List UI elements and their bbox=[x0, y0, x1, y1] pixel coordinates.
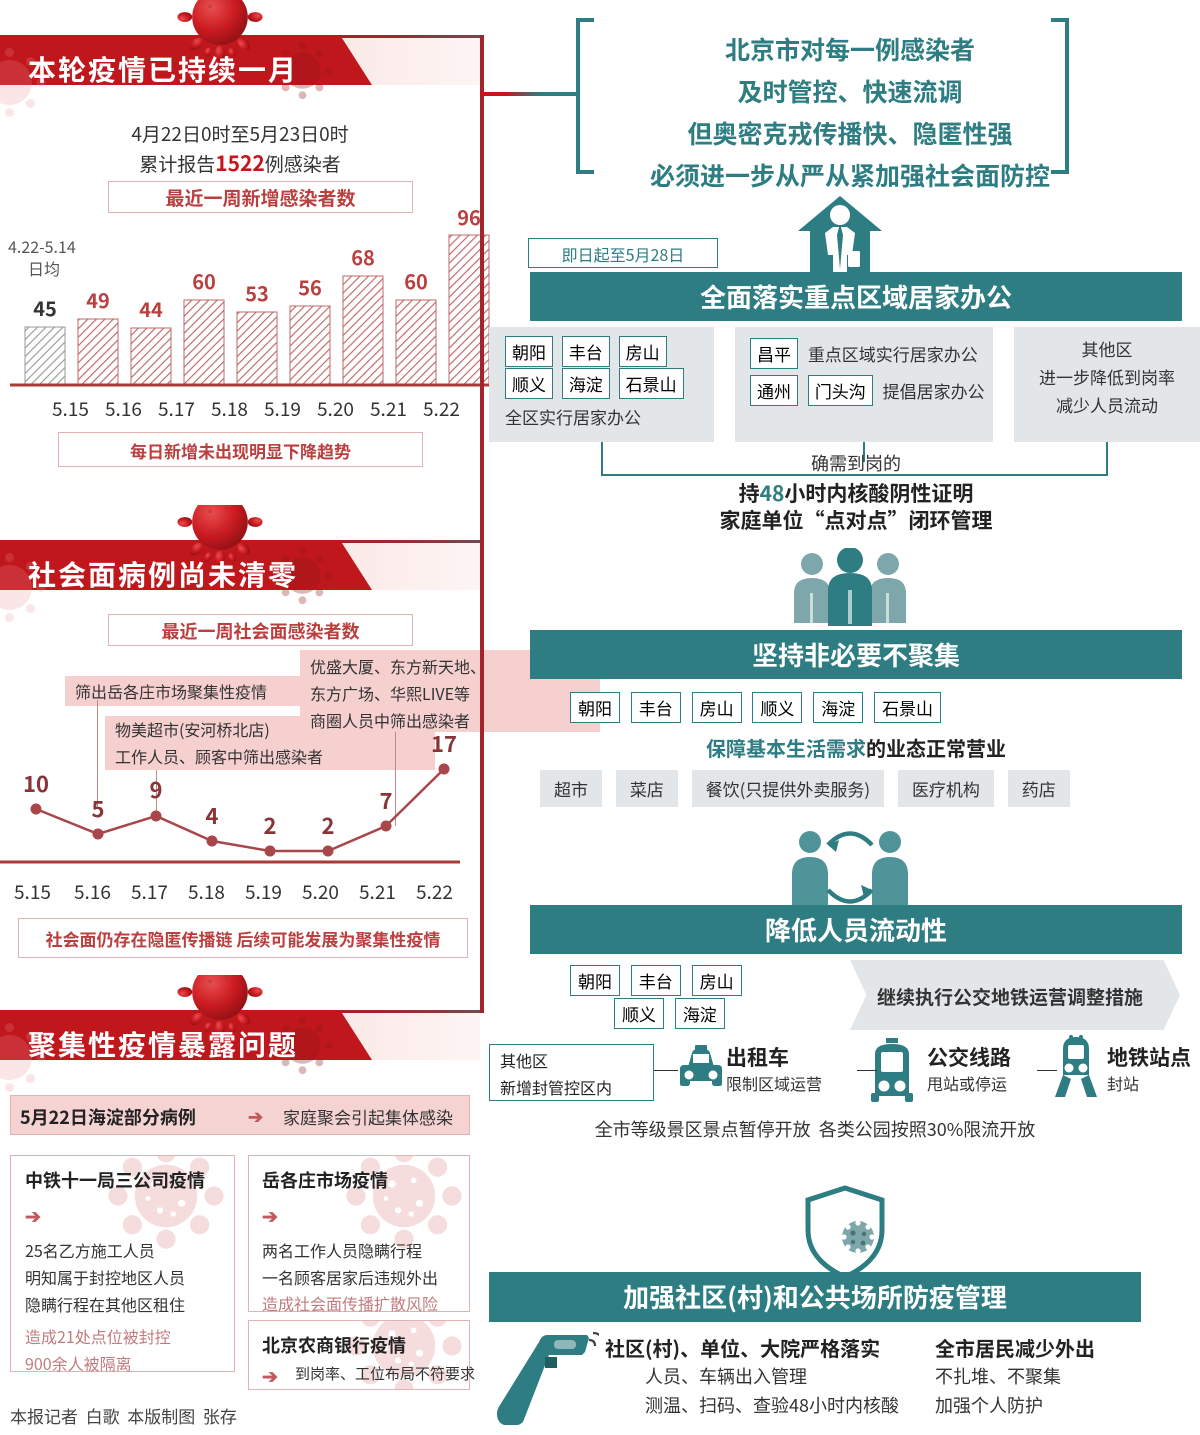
svg-text:2: 2 bbox=[322, 809, 335, 841]
svg-text:60: 60 bbox=[192, 266, 216, 295]
svg-text:60: 60 bbox=[404, 266, 428, 295]
svg-text:9: 9 bbox=[150, 773, 163, 805]
svg-text:2: 2 bbox=[264, 809, 277, 841]
svg-text:7: 7 bbox=[380, 784, 393, 816]
svg-text:68: 68 bbox=[351, 242, 375, 271]
svg-text:56: 56 bbox=[298, 272, 322, 301]
svg-text:10: 10 bbox=[23, 767, 49, 799]
svg-text:96: 96 bbox=[457, 202, 481, 231]
svg-text:5: 5 bbox=[92, 792, 105, 824]
svg-text:45: 45 bbox=[33, 293, 57, 322]
svg-text:44: 44 bbox=[139, 294, 163, 323]
svg-text:4: 4 bbox=[206, 799, 219, 831]
svg-text:17: 17 bbox=[431, 727, 457, 759]
svg-text:53: 53 bbox=[245, 278, 269, 307]
svg-text:49: 49 bbox=[86, 285, 110, 314]
